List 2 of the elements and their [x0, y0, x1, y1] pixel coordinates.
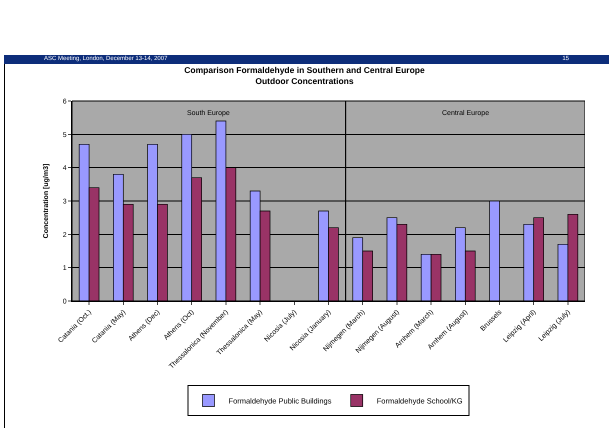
chart-title: Comparison Formaldehyde in Southern and Central Europe [184, 64, 425, 75]
chart-subtitle: Outdoor Concentrations [255, 76, 354, 86]
